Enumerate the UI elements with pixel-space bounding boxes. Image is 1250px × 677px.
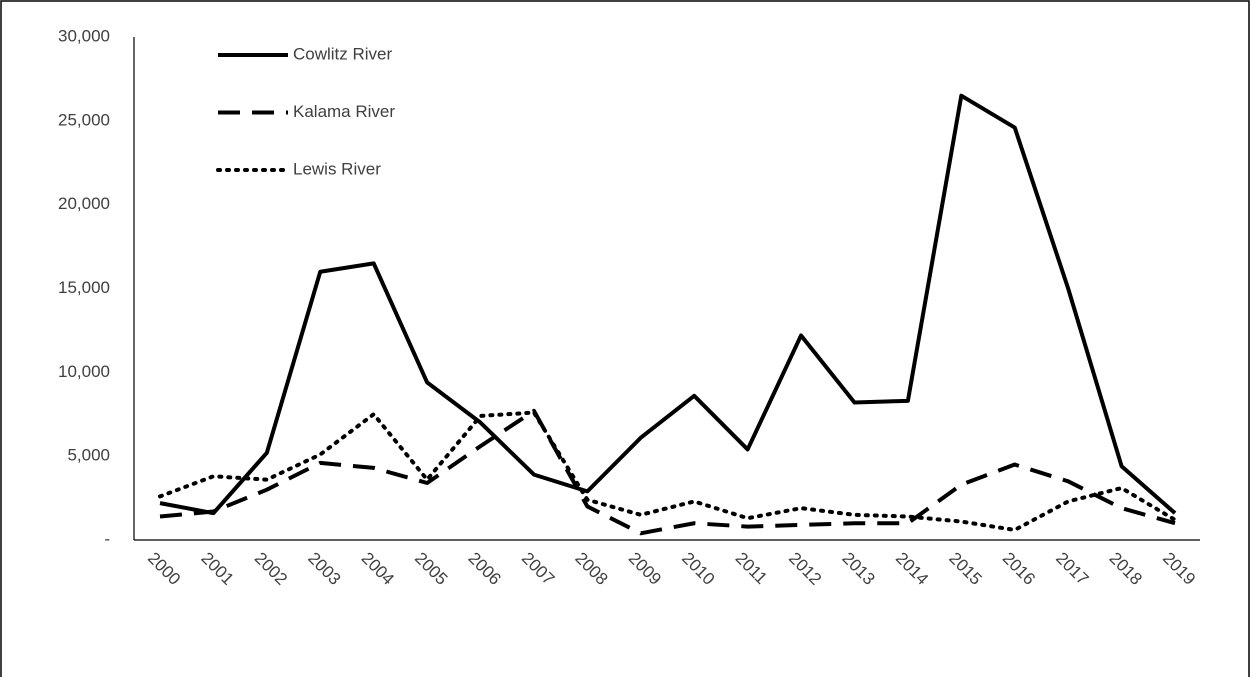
- x-tick-label: 2016: [999, 549, 1039, 589]
- x-tick-label: 2014: [892, 549, 932, 589]
- x-tick-label: 2008: [571, 549, 611, 589]
- series-line: [159, 93, 1177, 516]
- x-tick-label: 2003: [304, 549, 344, 589]
- x-tick-label: 2009: [625, 549, 665, 589]
- x-tick-label: 2002: [251, 549, 291, 589]
- x-tick-label: 2018: [1106, 549, 1146, 589]
- series-line: [159, 408, 1176, 536]
- x-tick-label: 2013: [838, 549, 878, 589]
- x-tick-label: 2017: [1052, 549, 1092, 589]
- legend-label: Kalama River: [293, 102, 395, 121]
- y-tick-label: 30,000: [58, 26, 110, 45]
- x-tick-label: 2015: [945, 549, 985, 589]
- series-line: [158, 410, 1177, 532]
- x-tick-label: 2012: [785, 549, 825, 589]
- x-tick-label: 2019: [1159, 549, 1199, 589]
- x-tick-label: 2001: [197, 549, 237, 589]
- x-tick-label: 2010: [678, 549, 718, 589]
- x-tick-label: 2011: [732, 549, 771, 588]
- legend-label: Cowlitz River: [293, 44, 393, 63]
- x-tick-label: 2000: [144, 549, 184, 589]
- y-tick-label: 5,000: [67, 446, 110, 465]
- x-tick-label: 2007: [518, 549, 558, 589]
- y-tick-label: 10,000: [58, 362, 110, 381]
- y-tick-label: -: [104, 529, 110, 548]
- x-tick-label: 2004: [358, 549, 398, 589]
- y-tick-label: 25,000: [58, 110, 110, 129]
- x-tick-label: 2005: [411, 549, 451, 589]
- y-tick-label: 20,000: [58, 194, 110, 213]
- y-tick-label: 15,000: [58, 278, 110, 297]
- x-tick-label: 2006: [465, 549, 505, 589]
- legend-label: Lewis River: [293, 159, 381, 178]
